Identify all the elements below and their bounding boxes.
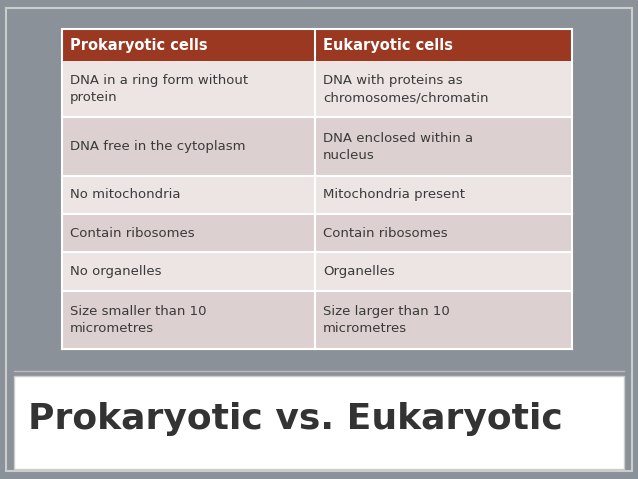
Bar (315, 290, 572, 349)
Bar (315, 176, 572, 214)
Text: Size larger than 10
micrometres: Size larger than 10 micrometres (323, 305, 450, 335)
Text: Size smaller than 10
micrometres: Size smaller than 10 micrometres (70, 305, 207, 335)
Bar (62, 29, 315, 61)
Bar (62, 214, 315, 252)
Bar (315, 252, 572, 290)
Text: Contain ribosomes: Contain ribosomes (323, 227, 448, 240)
Text: Mitochondria present: Mitochondria present (323, 188, 465, 201)
Bar (315, 214, 572, 252)
Bar (62, 176, 315, 214)
Text: Organelles: Organelles (323, 265, 395, 278)
Bar (14, 376, 624, 469)
Bar (61, 28, 573, 350)
Bar (62, 61, 315, 117)
Bar (62, 252, 315, 290)
Text: No mitochondria: No mitochondria (70, 188, 181, 201)
Text: DNA with proteins as
chromosomes/chromatin: DNA with proteins as chromosomes/chromat… (323, 74, 489, 104)
Text: No organelles: No organelles (70, 265, 161, 278)
Bar (315, 61, 572, 117)
Text: Prokaryotic cells: Prokaryotic cells (70, 37, 207, 53)
Text: Contain ribosomes: Contain ribosomes (70, 227, 195, 240)
Text: Prokaryotic vs. Eukaryotic: Prokaryotic vs. Eukaryotic (28, 402, 563, 436)
Text: DNA enclosed within a
nucleus: DNA enclosed within a nucleus (323, 132, 473, 161)
Bar (315, 29, 572, 61)
Bar (62, 290, 315, 349)
Bar (62, 117, 315, 176)
Text: DNA free in the cytoplasm: DNA free in the cytoplasm (70, 140, 246, 153)
Text: Eukaryotic cells: Eukaryotic cells (323, 37, 453, 53)
Bar (315, 117, 572, 176)
Text: DNA in a ring form without
protein: DNA in a ring form without protein (70, 74, 248, 104)
